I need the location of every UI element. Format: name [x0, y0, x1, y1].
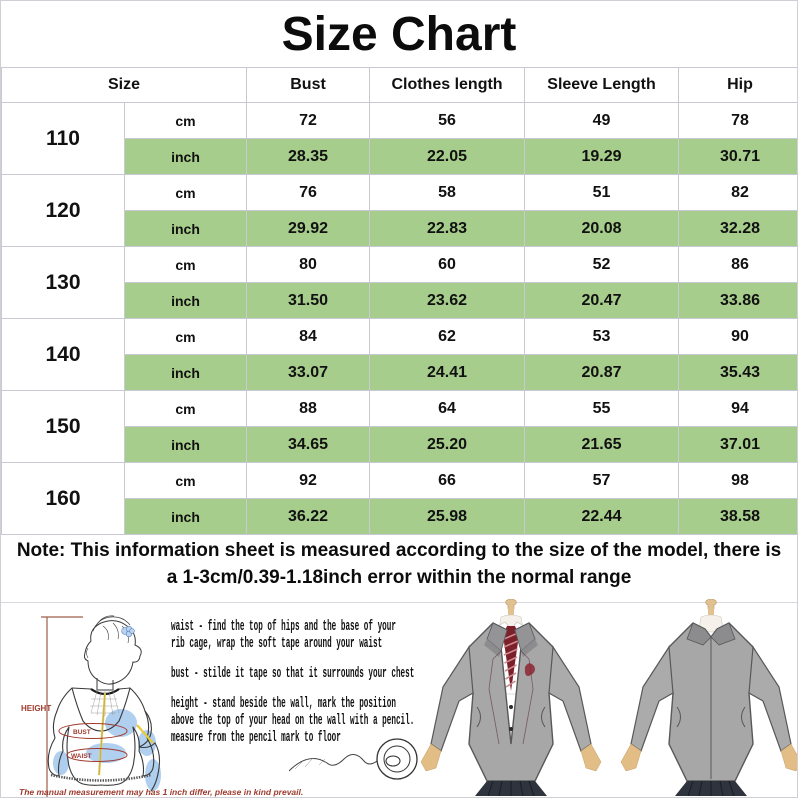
- svg-text:WAIST: WAIST: [71, 753, 92, 760]
- svg-text:HEIGHT: HEIGHT: [21, 704, 51, 713]
- svg-text:BUST: BUST: [73, 729, 91, 736]
